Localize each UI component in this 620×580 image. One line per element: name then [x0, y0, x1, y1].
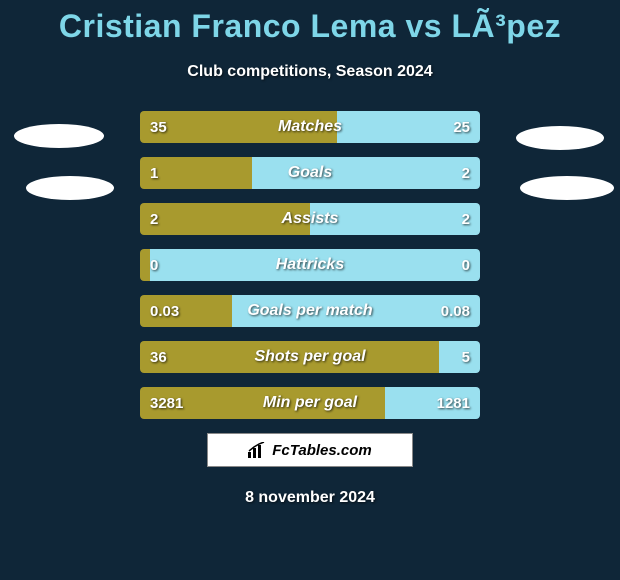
bar-label: Assists — [140, 203, 480, 235]
bar-left-value: 0.03 — [140, 295, 189, 327]
bar-left-value: 36 — [140, 341, 177, 373]
comparison-bars: Matches3525Goals12Assists22Hattricks00Go… — [140, 111, 480, 419]
bar-row: Matches35 25 — [140, 111, 480, 143]
bar-right-value: 25 — [443, 111, 480, 143]
bar-row: Min per goal32811281 — [140, 387, 480, 419]
bar-right-value: 2 — [452, 203, 480, 235]
bar-row: Goals1 2 — [140, 157, 480, 189]
bar-left-value: 3281 — [140, 387, 193, 419]
bar-label: Hattricks — [140, 249, 480, 281]
bar-label: Goals per match — [140, 295, 480, 327]
bar-row: Shots per goal36 5 — [140, 341, 480, 373]
decor-ellipse — [520, 176, 614, 200]
bar-row: Hattricks0 0 — [140, 249, 480, 281]
bar-row: Goals per match0.03 0.08 — [140, 295, 480, 327]
bar-right-value: 0 — [452, 249, 480, 281]
bar-right-value: 5 — [452, 341, 480, 373]
page-title: Cristian Franco Lema vs LÃ³pez — [0, 0, 620, 45]
decor-ellipse — [14, 124, 104, 148]
bar-label: Matches — [140, 111, 480, 143]
decor-ellipse — [26, 176, 114, 200]
bar-left-value: 0 — [140, 249, 168, 281]
bar-left-value: 35 — [140, 111, 177, 143]
date-text: 8 november 2024 — [0, 489, 620, 507]
decor-ellipse — [516, 126, 604, 150]
bar-label: Goals — [140, 157, 480, 189]
bar-row: Assists2 2 — [140, 203, 480, 235]
bar-right-value: 0.08 — [431, 295, 480, 327]
bar-left-value: 1 — [140, 157, 168, 189]
subtitle: Club competitions, Season 2024 — [0, 63, 620, 81]
chart-icon — [248, 442, 266, 458]
bar-label: Shots per goal — [140, 341, 480, 373]
watermark-badge: FcTables.com — [207, 433, 413, 467]
bar-right-value: 2 — [452, 157, 480, 189]
bar-left-value: 2 — [140, 203, 168, 235]
watermark-text: FcTables.com — [272, 442, 371, 459]
bar-right-value: 1281 — [427, 387, 480, 419]
